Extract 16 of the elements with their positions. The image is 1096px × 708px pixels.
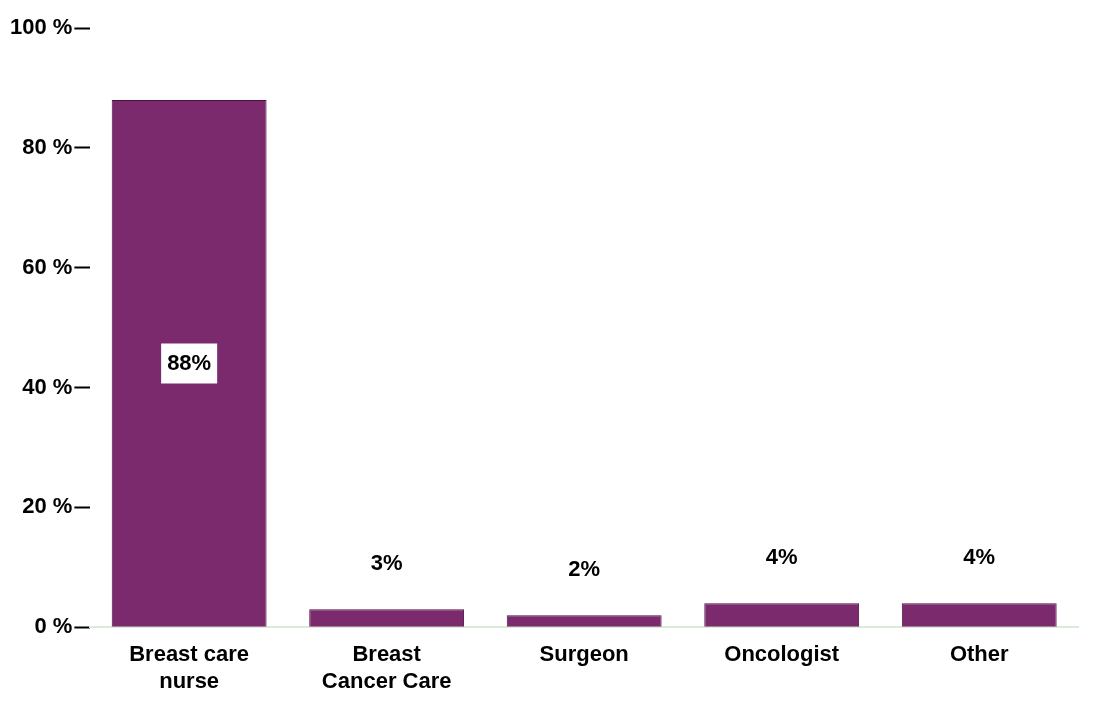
y-tick-label: 100 % — [9, 14, 73, 40]
data-label: 3% — [370, 550, 403, 576]
y-tick-label: 40 % — [22, 373, 73, 399]
y-tick-label: 80 % — [22, 133, 73, 159]
x-tick-label: Oncologist — [724, 641, 840, 667]
y-tick-label: 20 % — [22, 493, 73, 519]
x-tick-label: Other — [949, 641, 1010, 667]
x-tick-label: Surgeon — [539, 641, 629, 667]
y-tick-label: 0 % — [34, 613, 73, 639]
x-tick-label: Breast Cancer Care — [321, 641, 452, 693]
data-label: 4% — [765, 544, 798, 570]
data-label: 2% — [568, 556, 601, 582]
data-label: 88% — [167, 349, 212, 375]
y-tick-label: 60 % — [22, 253, 73, 279]
x-tick-label: Breast care nurse — [129, 641, 250, 693]
data-label: 4% — [963, 544, 996, 570]
